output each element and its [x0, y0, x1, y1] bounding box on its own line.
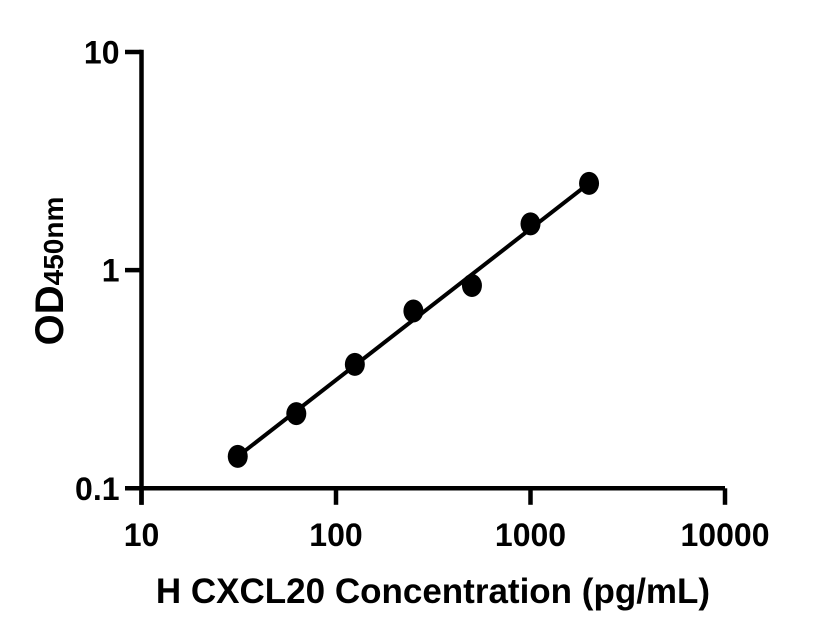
y-axis-title-subscript: 450nm	[38, 197, 69, 286]
x-axis-tick-labels: 10 100 1000 10000	[124, 517, 770, 553]
x-tick-label: 1000	[495, 517, 566, 553]
y-axis-tick-labels: 0.1 1 10	[75, 35, 119, 507]
y-tick-label: 0.1	[75, 471, 119, 507]
x-axis-ticks	[139, 488, 728, 505]
y-axis-title-main: OD	[28, 285, 72, 345]
data-point	[461, 274, 482, 298]
y-tick-label: 1	[102, 253, 120, 289]
axes-layer: 0.1 1 10 10 100 1000 10000	[75, 35, 769, 554]
data-points	[227, 171, 600, 468]
y-tick-label: 10	[84, 35, 120, 71]
data-point	[579, 171, 600, 195]
x-tick-label: 100	[309, 517, 362, 553]
x-axis-title: H CXCL20 Concentration (pg/mL)	[156, 572, 710, 611]
y-axis-title: OD450nm	[28, 197, 72, 346]
x-tick-label: 10	[124, 517, 160, 553]
y-axis-ticks	[125, 49, 142, 491]
data-point	[520, 212, 541, 236]
x-tick-label: 10000	[681, 517, 770, 553]
data-layer	[227, 171, 600, 468]
data-point	[286, 402, 307, 426]
data-point	[227, 444, 248, 468]
data-point	[344, 352, 365, 376]
data-point	[403, 299, 424, 323]
